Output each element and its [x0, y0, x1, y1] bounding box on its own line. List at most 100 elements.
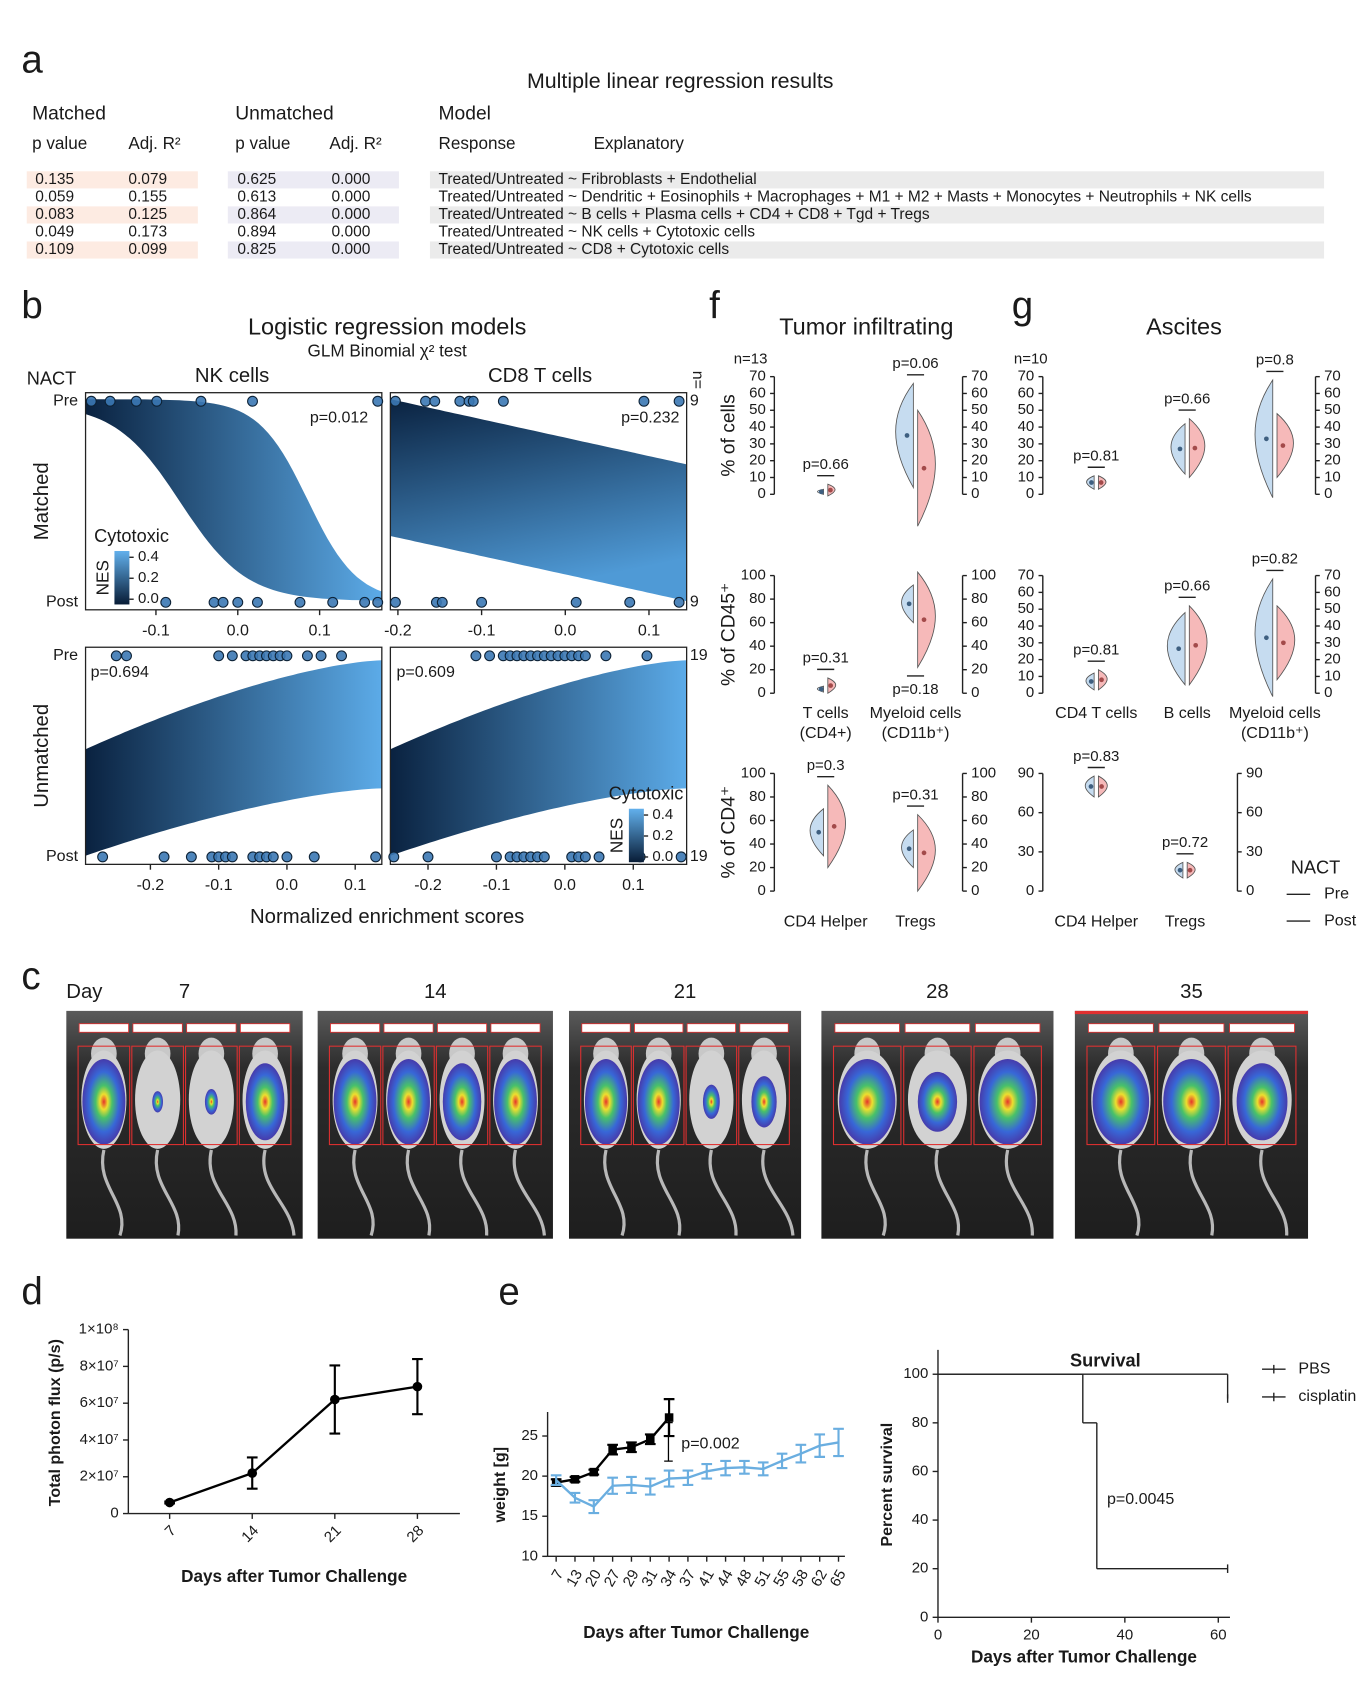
- x-tick-label: 40: [1117, 1626, 1134, 1643]
- colorbar-tick-label: 0.2: [652, 827, 673, 844]
- median-dot: [1177, 867, 1183, 873]
- data-point: [600, 650, 612, 662]
- row-band: [227, 206, 399, 224]
- y-tick-label: 30: [1018, 435, 1035, 452]
- roi-tag: [634, 1023, 684, 1033]
- panel-label: d: [21, 1270, 42, 1313]
- signal-blob: [979, 1059, 1036, 1145]
- x-tick-label: -0.1: [483, 876, 511, 894]
- panel-label: c: [21, 955, 40, 998]
- colorbar-tick-label: 0.0: [138, 590, 159, 607]
- table-cell: 0.155: [128, 188, 167, 205]
- data-point: [538, 851, 550, 863]
- y-tick-label: 10: [1324, 667, 1341, 684]
- roi-box: [1227, 1045, 1297, 1146]
- y-tick-label: 30: [749, 435, 766, 452]
- x-tick-label: -0.2: [414, 876, 442, 894]
- y-tick-label: 60: [971, 614, 988, 631]
- error-bar: [663, 1469, 675, 1488]
- y-tick-label: 60: [971, 384, 988, 401]
- mouse-tail: [100, 1149, 124, 1236]
- violin-half: [917, 813, 936, 893]
- p-value: p=0.83: [1073, 748, 1119, 765]
- y-tick-label: 0: [1324, 485, 1332, 502]
- roi-tag: [974, 1023, 1041, 1033]
- y-tick-label: 100: [741, 764, 766, 781]
- data-point: [301, 650, 313, 662]
- mouse-tail: [154, 1149, 181, 1236]
- x-tick-label: 0.0: [554, 621, 576, 639]
- data-point: [589, 1467, 599, 1477]
- table-cell: 0.864: [237, 206, 276, 223]
- row-title: Unmatched: [31, 704, 53, 808]
- x-tick-label: 58: [789, 1567, 812, 1590]
- model-band: [390, 399, 687, 602]
- p-value: p=0.82: [1252, 551, 1298, 568]
- p-value: p=0.18: [892, 681, 938, 698]
- signal-blob: [442, 1063, 482, 1141]
- table-cell: Treated/Untreated ~ CD8 + Cytotoxic cell…: [439, 241, 730, 258]
- column-header: p value: [32, 134, 87, 153]
- y-tick-label: 40: [912, 1511, 929, 1528]
- data-point: [327, 596, 339, 608]
- signal-blob: [584, 1059, 628, 1145]
- roi-tag: [383, 1023, 434, 1033]
- photo-edge: [1074, 1010, 1309, 1015]
- roi-box: [77, 1045, 131, 1146]
- p-value: p=0.694: [91, 663, 149, 681]
- error-bar: [833, 1427, 844, 1458]
- roi-tag: [186, 1023, 237, 1033]
- x-tick-label: 0.1: [344, 876, 366, 894]
- legend-title: NACT: [1291, 857, 1340, 877]
- table-cell: 0.825: [237, 241, 276, 258]
- data-point: [281, 650, 293, 662]
- x-tick-label: -0.2: [384, 621, 412, 639]
- p-value: p=0.8: [1256, 352, 1294, 369]
- data-point: [315, 650, 327, 662]
- data-point: [308, 851, 320, 863]
- data-point: [208, 596, 220, 608]
- y-tick-label: 50: [749, 401, 766, 418]
- signal-blob: [1236, 1063, 1288, 1141]
- row-band: [429, 241, 1325, 259]
- table-title: Multiple linear regression results: [527, 69, 834, 93]
- category-label: (CD4+): [800, 724, 852, 742]
- table-cell: 0.000: [332, 206, 371, 223]
- signal-blob: [333, 1059, 377, 1145]
- roi-box: [973, 1045, 1042, 1146]
- y-tick-label: 40: [749, 637, 766, 654]
- data-point: [336, 650, 348, 662]
- signal-blob: [245, 1063, 285, 1141]
- data-point: [195, 395, 207, 407]
- x-tick-label: 0.1: [622, 876, 644, 894]
- y-tick-label: 20: [749, 452, 766, 469]
- y-tick-label: 10: [521, 1547, 538, 1564]
- data-point: [330, 1394, 340, 1405]
- table-cell: Treated/Untreated ~ NK cells + Cytotoxic…: [439, 224, 756, 241]
- data-point: [389, 596, 401, 608]
- category-label: CD4 T cells: [1055, 704, 1137, 722]
- y-tick-label: 60: [749, 614, 766, 631]
- x-axis-label: Days after Tumor Challenge: [181, 1567, 407, 1586]
- mouse-tail: [1259, 1149, 1289, 1236]
- median-dot: [1264, 436, 1269, 442]
- y-tick-label: 90: [1246, 764, 1263, 781]
- y-axis-label: Percent survival: [878, 1423, 896, 1547]
- signal-blob: [751, 1076, 777, 1128]
- y-tick-label: 40: [1018, 418, 1035, 435]
- y-tick-label: 60: [971, 811, 988, 828]
- median-dot: [1264, 635, 1269, 641]
- x-tick-label: 20: [1023, 1626, 1040, 1643]
- n-count: 19: [690, 847, 708, 865]
- y-tick-label: 70: [971, 368, 988, 385]
- mouse-tail: [864, 1149, 887, 1236]
- y-tick-label: 50: [1324, 600, 1341, 617]
- colorbar: [114, 550, 130, 605]
- mouse-tail: [459, 1149, 489, 1236]
- y-tick-label: 100: [971, 764, 996, 781]
- data-point: [389, 395, 401, 407]
- median-dot: [1088, 784, 1094, 789]
- y-tick-label: 30: [1018, 843, 1035, 860]
- data-point: [97, 851, 109, 863]
- roi-tag: [490, 1023, 541, 1033]
